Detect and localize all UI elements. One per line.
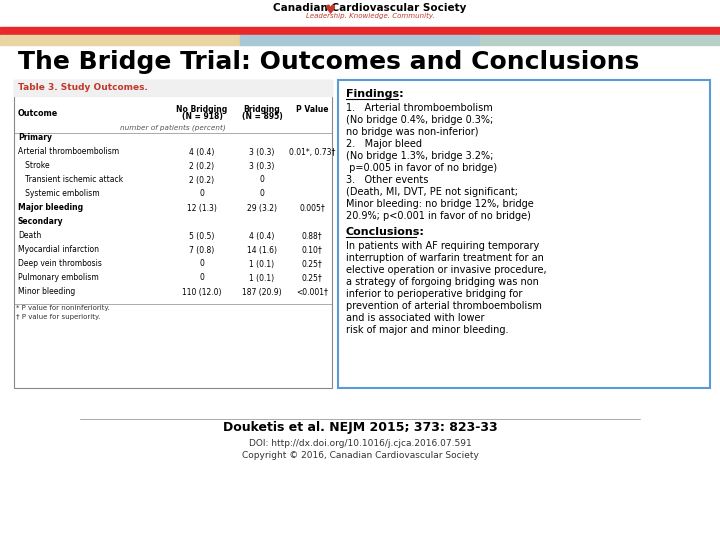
- Text: 0.88†: 0.88†: [302, 232, 323, 240]
- Text: Outcome: Outcome: [18, 110, 58, 118]
- Text: prevention of arterial thromboembolism: prevention of arterial thromboembolism: [346, 301, 542, 311]
- Text: Table 3. Study Outcomes.: Table 3. Study Outcomes.: [18, 84, 148, 92]
- Text: In patients with AF requiring temporary: In patients with AF requiring temporary: [346, 241, 539, 251]
- Text: 0: 0: [199, 273, 204, 282]
- Text: number of patients (percent): number of patients (percent): [120, 125, 226, 131]
- Text: inferior to perioperative bridging for: inferior to perioperative bridging for: [346, 289, 523, 299]
- Bar: [0, 0, 720, 27]
- Text: 0.25†: 0.25†: [302, 260, 323, 268]
- Text: 110 (12.0): 110 (12.0): [182, 287, 222, 296]
- Text: p=0.005 in favor of no bridge): p=0.005 in favor of no bridge): [346, 163, 497, 173]
- Text: 1 (0.1): 1 (0.1): [249, 260, 274, 268]
- Text: 0: 0: [199, 190, 204, 199]
- Text: 29 (3.2): 29 (3.2): [247, 204, 277, 213]
- Text: 0: 0: [260, 176, 264, 185]
- Text: Stroke: Stroke: [18, 161, 50, 171]
- Bar: [0, 35, 240, 45]
- Text: 7 (0.8): 7 (0.8): [189, 246, 215, 254]
- Text: (N = 918): (N = 918): [181, 112, 222, 122]
- Text: Minor bleeding: Minor bleeding: [18, 287, 76, 296]
- Text: Conclusions:: Conclusions:: [346, 227, 425, 237]
- Text: Systemic embolism: Systemic embolism: [18, 190, 99, 199]
- Bar: [480, 35, 720, 45]
- Text: Myocardial infarction: Myocardial infarction: [18, 246, 99, 254]
- Text: Major bleeding: Major bleeding: [18, 204, 83, 213]
- Text: 0.01*, 0.73†: 0.01*, 0.73†: [289, 147, 336, 157]
- Text: Secondary: Secondary: [18, 218, 63, 226]
- Text: Canadian Cardiovascular Society: Canadian Cardiovascular Society: [274, 3, 467, 13]
- Text: 3 (0.3): 3 (0.3): [249, 147, 275, 157]
- Text: 2.   Major bleed: 2. Major bleed: [346, 139, 422, 149]
- FancyBboxPatch shape: [14, 80, 332, 388]
- Text: interruption of warfarin treatment for an: interruption of warfarin treatment for a…: [346, 253, 544, 263]
- Text: Pulmonary embolism: Pulmonary embolism: [18, 273, 99, 282]
- Text: 20.9%; p<0.001 in favor of no bridge): 20.9%; p<0.001 in favor of no bridge): [346, 211, 531, 221]
- Text: * P value for noninferiority.: * P value for noninferiority.: [16, 305, 110, 311]
- Text: Findings:: Findings:: [346, 89, 404, 99]
- Text: (Death, MI, DVT, PE not significant;: (Death, MI, DVT, PE not significant;: [346, 187, 518, 197]
- Text: No Bridging: No Bridging: [176, 105, 228, 114]
- Text: ♥: ♥: [325, 4, 336, 17]
- Text: Primary: Primary: [18, 133, 52, 143]
- Text: 1.   Arterial thromboembolism: 1. Arterial thromboembolism: [346, 103, 492, 113]
- Text: The Bridge Trial: Outcomes and Conclusions: The Bridge Trial: Outcomes and Conclusio…: [18, 50, 639, 74]
- Text: <0.001†: <0.001†: [296, 287, 328, 296]
- Text: 3 (0.3): 3 (0.3): [249, 161, 275, 171]
- Text: P Value: P Value: [296, 105, 328, 114]
- Text: (No bridge 0.4%, bridge 0.3%;: (No bridge 0.4%, bridge 0.3%;: [346, 115, 493, 125]
- Text: (N = 895): (N = 895): [242, 112, 282, 122]
- Text: Arterial thromboembolism: Arterial thromboembolism: [18, 147, 119, 157]
- Text: † P value for superiority.: † P value for superiority.: [16, 314, 100, 320]
- Text: and is associated with lower: and is associated with lower: [346, 313, 485, 323]
- Text: 4 (0.4): 4 (0.4): [249, 232, 275, 240]
- Text: 0.25†: 0.25†: [302, 273, 323, 282]
- Text: elective operation or invasive procedure,: elective operation or invasive procedure…: [346, 265, 546, 275]
- Text: 0: 0: [260, 190, 264, 199]
- Text: 0.10†: 0.10†: [302, 246, 323, 254]
- Bar: [0, 27, 720, 35]
- Text: DOI: http://dx.doi.org/10.1016/j.cjca.2016.07.591: DOI: http://dx.doi.org/10.1016/j.cjca.20…: [248, 438, 472, 448]
- Text: 0: 0: [199, 260, 204, 268]
- Text: 187 (20.9): 187 (20.9): [242, 287, 282, 296]
- Text: (No bridge 1.3%, bridge 3.2%;: (No bridge 1.3%, bridge 3.2%;: [346, 151, 493, 161]
- Text: Douketis et al. NEJM 2015; 373: 823-33: Douketis et al. NEJM 2015; 373: 823-33: [222, 421, 498, 434]
- Text: 5 (0.5): 5 (0.5): [189, 232, 215, 240]
- Bar: [240, 35, 480, 45]
- Text: Transient ischemic attack: Transient ischemic attack: [18, 176, 123, 185]
- Text: 12 (1.3): 12 (1.3): [187, 204, 217, 213]
- Text: no bridge was non-inferior): no bridge was non-inferior): [346, 127, 479, 137]
- Text: Deep vein thrombosis: Deep vein thrombosis: [18, 260, 102, 268]
- Text: 4 (0.4): 4 (0.4): [189, 147, 215, 157]
- Text: a strategy of forgoing bridging was non: a strategy of forgoing bridging was non: [346, 277, 539, 287]
- Text: Minor bleeding: no bridge 12%, bridge: Minor bleeding: no bridge 12%, bridge: [346, 199, 534, 209]
- Text: 14 (1.6): 14 (1.6): [247, 246, 277, 254]
- Bar: [14, 80, 332, 96]
- Text: 3.   Other events: 3. Other events: [346, 175, 428, 185]
- Text: 0.005†: 0.005†: [299, 204, 325, 213]
- Text: risk of major and minor bleeding.: risk of major and minor bleeding.: [346, 325, 508, 335]
- Text: Bridging: Bridging: [243, 105, 280, 114]
- Text: 2 (0.2): 2 (0.2): [189, 176, 215, 185]
- Text: 1 (0.1): 1 (0.1): [249, 273, 274, 282]
- Text: 2 (0.2): 2 (0.2): [189, 161, 215, 171]
- Text: Leadership. Knowledge. Community.: Leadership. Knowledge. Community.: [305, 13, 434, 19]
- FancyBboxPatch shape: [338, 80, 710, 388]
- Text: Copyright © 2016, Canadian Cardiovascular Society: Copyright © 2016, Canadian Cardiovascula…: [242, 450, 478, 460]
- Text: Death: Death: [18, 232, 41, 240]
